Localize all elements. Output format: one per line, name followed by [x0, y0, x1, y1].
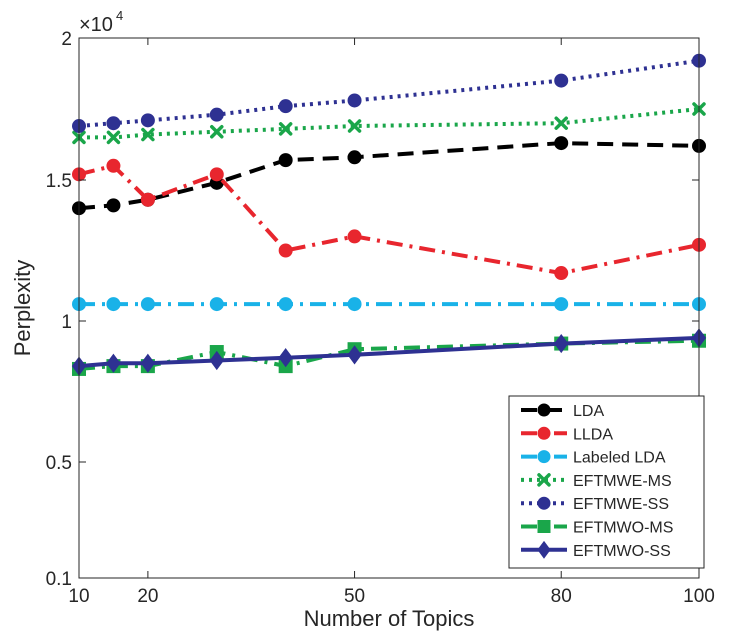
lda-line: [78, 141, 700, 211]
x-tick-label: 80: [551, 586, 572, 607]
eftmwo-ss-point: [278, 348, 293, 368]
eftmwe-ss-point: [209, 107, 224, 122]
x-tick-label: 100: [683, 586, 715, 607]
y-tick-label: 1: [61, 312, 72, 333]
eftmwe-ss-line: [78, 58, 700, 128]
y-multiplier-base: ×10: [79, 14, 113, 36]
eftmwe-ms-point-stroke: [278, 122, 293, 136]
eftmwo-ss-point: [140, 353, 156, 373]
llda-point: [140, 192, 155, 207]
lda-point: [278, 153, 293, 168]
y-axis-title: Perplexity: [10, 260, 35, 357]
x-tick-label: 50: [344, 586, 365, 607]
llda-point: [209, 167, 224, 182]
llda-point: [106, 158, 121, 173]
series-labeled-lda: [72, 297, 706, 312]
lda-point: [554, 136, 569, 151]
plot-area-frame: [78, 37, 700, 579]
legend-eftmwo-ss-label: EFTMWO-SS: [573, 543, 671, 560]
y-tick-label: 0.1: [46, 569, 72, 590]
eftmwe-ss-point: [347, 93, 362, 108]
eftmwe-ms-point-stroke: [347, 119, 362, 133]
x-tick-label: 10: [68, 586, 89, 607]
eftmwe-ms-point: [210, 124, 224, 139]
eftmwe-ms-point: [554, 116, 568, 130]
lda-point: [106, 198, 121, 213]
y-axis-multiplier: ×10 4: [79, 8, 123, 36]
y-tick-label: 1.5: [46, 171, 72, 192]
legend-eftmwo-ss-marker: [537, 540, 551, 559]
eftmwe-ms-point: [141, 127, 155, 142]
series-layer: [71, 53, 707, 376]
eftmwe-ms-point-stroke: [554, 116, 568, 130]
eftmwe-ms-point-stroke: [141, 127, 155, 142]
series-lda: [72, 136, 706, 216]
legend-eftmwe-ms-label: EFTMWE-MS: [573, 473, 672, 490]
x-tick-label: 20: [137, 586, 158, 607]
labeled-lda-point: [554, 297, 569, 312]
eftmwe-ms-point-stroke: [210, 124, 224, 139]
eftmwo-ss-point: [106, 353, 121, 373]
legend-eftmwe-ms-marker: [537, 473, 551, 487]
series-eftmwe-ss: [72, 53, 706, 134]
legend-lda-label: LDA: [573, 403, 604, 420]
llda-point: [278, 243, 293, 258]
eftmwe-ms-point-stroke: [106, 130, 121, 145]
llda-point: [347, 229, 362, 244]
labeled-lda-point: [278, 297, 293, 312]
eftmwe-ms-point: [347, 119, 362, 133]
eftmwe-ss-point: [140, 113, 155, 128]
eftmwe-ss-point: [554, 73, 569, 88]
series-eftmwo-ss: [71, 328, 707, 376]
legend-eftmwe-ms-marker-stroke: [537, 473, 551, 487]
legend: LDA LLDA Labeled LDA EFTMWE-MS EFTMWE-SS EFTM…: [508, 395, 705, 569]
y-tick-label: 0.5: [46, 453, 72, 474]
eftmwo-ss-point: [347, 345, 362, 365]
llda-line: [78, 163, 700, 276]
eftmwe-ms-point: [106, 130, 121, 145]
x-axis-title: Number of Topics: [304, 606, 475, 631]
series-eftmwe-ms: [72, 102, 706, 145]
labeled-lda-point: [347, 297, 362, 312]
eftmwo-ss-point: [209, 350, 224, 371]
series-llda: [72, 158, 706, 281]
legend-llda-marker: [537, 426, 551, 440]
eftmwo-ss-point: [554, 333, 569, 354]
legend-labeled-lda-marker: [537, 450, 551, 464]
legend-eftmwo-ms-label: EFTMWO-MS: [573, 520, 673, 537]
legend-lda-marker: [537, 403, 551, 417]
labeled-lda-point: [106, 297, 121, 312]
eftmwe-ss-point: [106, 116, 121, 131]
axis-ticks: 10 20 50 80 100 0.1 0.5 1 1.5 2: [46, 29, 715, 607]
labeled-lda-point: [209, 297, 224, 312]
y-tick-label: 2: [61, 29, 72, 50]
eftmwe-ss-point: [278, 99, 293, 114]
eftmwo-ss-line: [78, 335, 700, 369]
eftmwe-ms-line: [79, 107, 700, 140]
legend-eftmwe-ss-label: EFTMWE-SS: [573, 496, 669, 513]
legend-eftmwe-ss-marker: [537, 496, 551, 510]
lda-point: [347, 150, 362, 165]
eftmwe-ms-point: [278, 122, 293, 136]
y-multiplier-exponent: 4: [116, 8, 123, 23]
labeled-lda-point: [140, 297, 155, 312]
legend-eftmwo-ms-marker: [537, 520, 551, 533]
legend-labeled-lda-label: Labeled LDA: [573, 450, 666, 467]
llda-point: [554, 266, 569, 281]
legend-llda-label: LLDA: [573, 426, 613, 443]
